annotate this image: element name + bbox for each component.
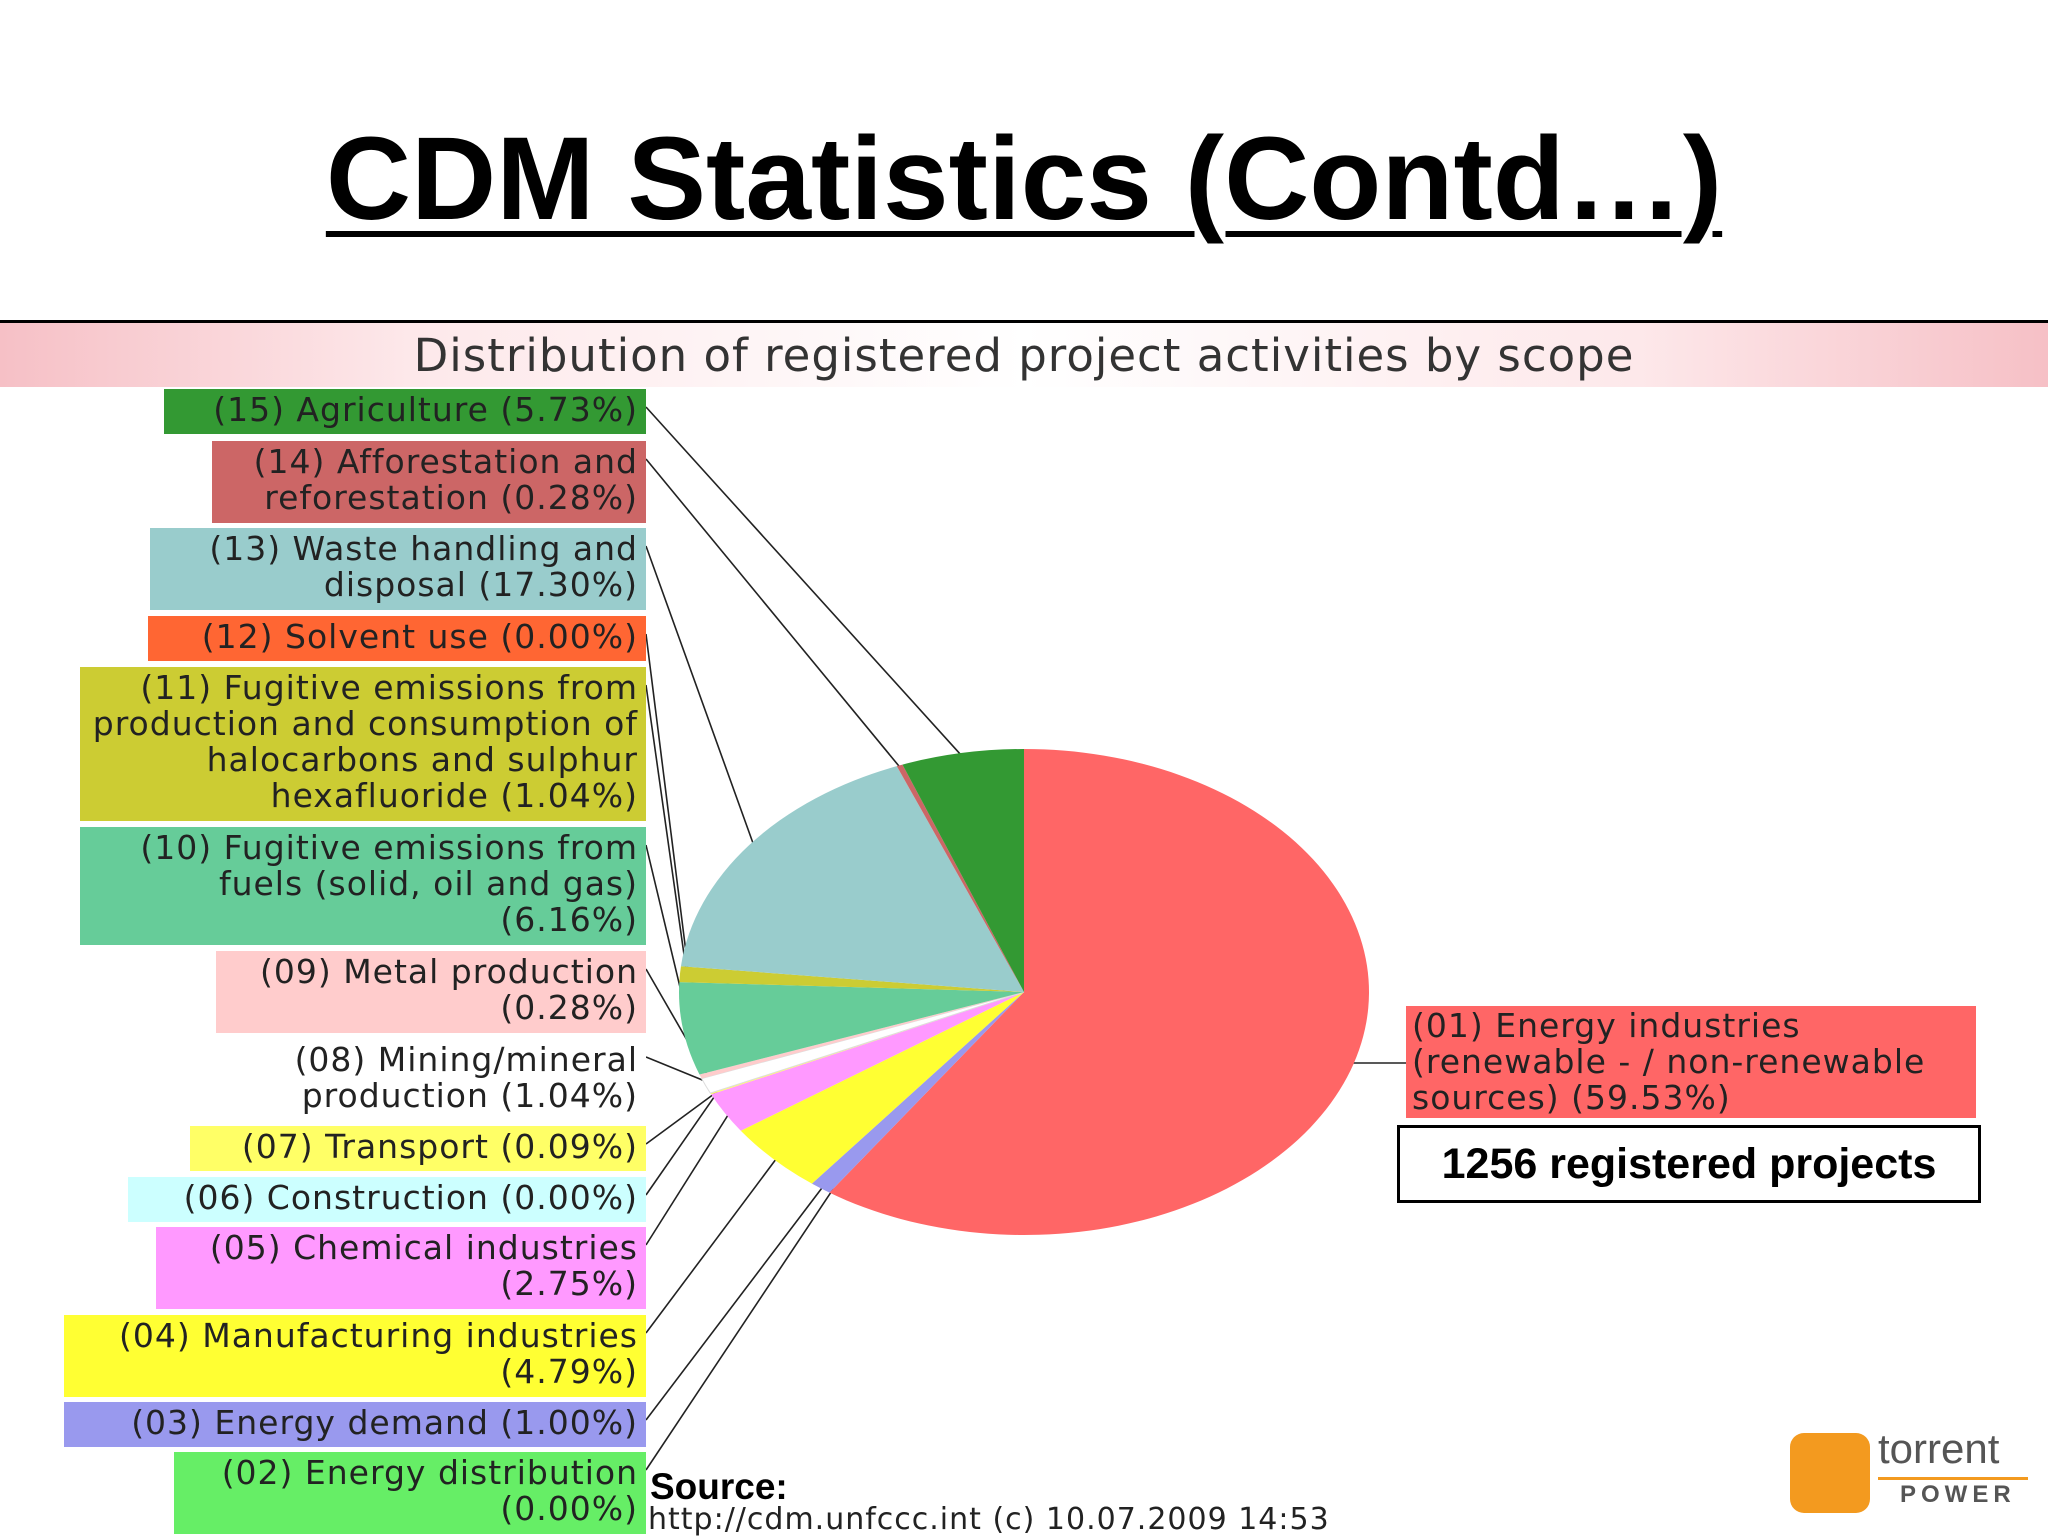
- title-divider: [0, 320, 2048, 323]
- pie-slice-05: [711, 992, 1024, 1131]
- slice-label-14: (14) Afforestation and reforestation (0.…: [212, 441, 646, 523]
- slice-label-07: (07) Transport (0.09%): [190, 1126, 646, 1171]
- slice-label-12: (12) Solvent use (0.00%): [148, 616, 646, 661]
- leader-line-14: [645, 458, 903, 771]
- torrent-power-logo: torrent POWER: [1790, 1425, 2040, 1525]
- logo-sub: POWER: [1900, 1481, 2016, 1508]
- pie-slice-10: [678, 982, 1024, 1075]
- logo-mark-icon: [1790, 1433, 1870, 1513]
- pie-slice-08: [700, 991, 1025, 1094]
- projects-count-box: 1256 registered projects: [1397, 1125, 1981, 1203]
- source-label: Source:: [650, 1466, 788, 1507]
- leader-line-02: [645, 1188, 834, 1471]
- source-url: http://cdm.unfccc.int (c) 10.07.2009 14:…: [648, 1502, 1330, 1537]
- leader-line-08: [645, 1056, 713, 1085]
- slice-label-01: (01) Energy industries (renewable - / no…: [1406, 1006, 1976, 1118]
- slice-label-04: (04) Manufacturing industries (4.79%): [64, 1315, 646, 1397]
- slice-label-08: (08) Mining/mineral production (1.04%): [246, 1039, 646, 1121]
- chart-header-band: [0, 323, 2048, 387]
- leader-line-03: [645, 1183, 826, 1421]
- slice-label-06: (06) Construction (0.00%): [128, 1177, 646, 1222]
- pie-slice-15: [902, 749, 1024, 992]
- chart-title: Distribution of registered project activ…: [413, 329, 1635, 382]
- leader-line-15: [645, 406, 965, 759]
- slice-label-02: (02) Energy distribution (0.00%): [174, 1452, 646, 1534]
- pie-slice-11: [679, 966, 1024, 992]
- leader-line-05: [645, 1110, 732, 1246]
- slice-label-10: (10) Fugitive emissions from fuels (soli…: [80, 827, 646, 945]
- pie-slices: [678, 749, 1370, 1236]
- pie-slice-09: [699, 992, 1024, 1079]
- pie-slice-03: [811, 992, 1024, 1193]
- leader-line-12: [645, 633, 689, 967]
- slice-label-15: (15) Agriculture (5.73%): [164, 389, 646, 434]
- leader-line-11: [645, 684, 688, 975]
- logo-brand: torrent: [1878, 1425, 2000, 1472]
- page-title: CDM Statistics (Contd…): [325, 113, 1723, 245]
- slice-label-11: (11) Fugitive emissions from production …: [80, 667, 646, 821]
- leader-lines: [645, 406, 1406, 1471]
- leader-line-04: [645, 1155, 780, 1334]
- slice-label-13: (13) Waste handling and disposal (17.30%…: [150, 528, 646, 610]
- leader-line-06: [645, 1091, 719, 1196]
- pie-slice-01: [829, 749, 1370, 1236]
- pie-slice-13: [680, 766, 1024, 992]
- pie-slice-14: [896, 764, 1024, 992]
- slice-label-03: (03) Energy demand (1.00%): [64, 1402, 646, 1447]
- logo-underline: [1878, 1477, 2028, 1480]
- slice-label-05: (05) Chemical industries (2.75%): [156, 1227, 646, 1309]
- slice-label-09: (09) Metal production (0.28%): [216, 951, 646, 1033]
- leader-line-13: [645, 545, 756, 849]
- pie-slice-04: [740, 992, 1024, 1184]
- leader-line-07: [645, 1091, 718, 1145]
